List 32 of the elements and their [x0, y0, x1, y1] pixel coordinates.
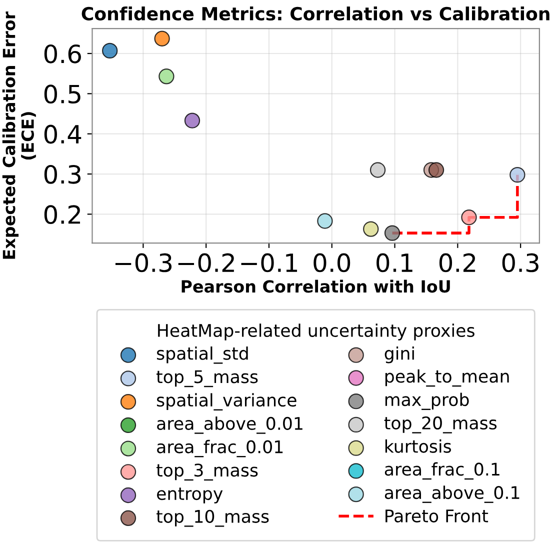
- chart-title: Confidence Metrics: Correlation vs Calibration: [82, 6, 550, 21]
- x-tick-label: 0.0: [314, 253, 350, 272]
- legend-label: max_prob: [385, 392, 469, 410]
- x-tick-label: 0.2: [439, 253, 476, 272]
- legend-label: Pareto Front: [386, 510, 488, 522]
- legend-label: area_frac_0.1: [384, 462, 500, 480]
- y-tick-label: 0.2: [44, 205, 80, 224]
- x-tick-label: 0.3: [502, 253, 538, 272]
- legend-title: HeatMap-related uncertainty proxies: [158, 324, 474, 340]
- legend-label: area_frac_0.01: [157, 440, 283, 458]
- x-tick-label: −0.2: [178, 253, 234, 272]
- y-tick-label: 0.4: [44, 124, 82, 144]
- legend-label: area_above_0.1: [384, 486, 520, 503]
- legend-label: top_3_mass: [156, 464, 258, 481]
- legend-label: top_20_mass: [384, 416, 497, 434]
- y-axis-title: Expected Calibration Error (ECE): [2, 11, 36, 259]
- y-tick-label: 0.3: [44, 164, 81, 184]
- x-tick-label: −0.3: [115, 253, 172, 272]
- legend-label: top_10_mass: [156, 510, 269, 527]
- x-tick-label: −0.1: [241, 253, 298, 272]
- x-axis-title: Pearson Correlation with IoU: [182, 280, 450, 293]
- y-tick-label: 0.6: [44, 44, 81, 64]
- legend-label: spatial_variance: [156, 393, 296, 410]
- legend-label: spatial_std: [156, 346, 248, 364]
- y-tick-label: 0.5: [44, 84, 80, 104]
- x-tick-label: 0.1: [376, 253, 412, 272]
- legend-label: peak_to_mean: [385, 369, 509, 387]
- legend-label: kurtosis: [385, 439, 452, 453]
- legend-label: top_5_mass: [156, 370, 258, 388]
- legend-label: area_above_0.01: [157, 416, 302, 434]
- legend-label: gini: [384, 346, 414, 364]
- legend-label: entropy: [156, 488, 223, 504]
